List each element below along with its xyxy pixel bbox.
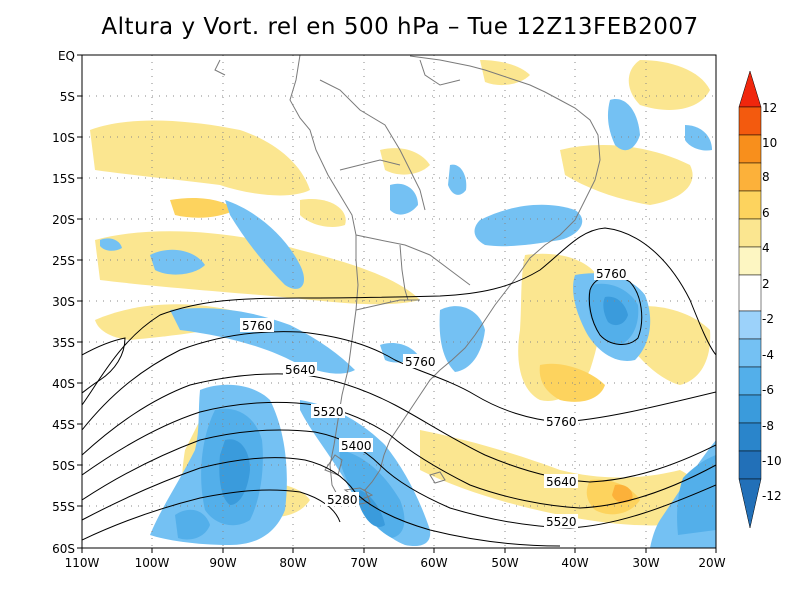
lon-label: 90W xyxy=(209,556,236,570)
colorbar-label: -2 xyxy=(762,312,774,326)
contour-label: 5520 xyxy=(546,515,577,529)
colorbar-swatch xyxy=(738,338,762,368)
lon-label: 70W xyxy=(350,556,377,570)
lon-label: 50W xyxy=(491,556,518,570)
lat-label: 35S xyxy=(52,336,75,350)
colorbar-swatch xyxy=(738,450,762,480)
colorbar-label: 10 xyxy=(762,136,777,150)
lat-label: 60S xyxy=(52,542,75,556)
lat-label: 30S xyxy=(52,295,75,309)
lat-label: EQ xyxy=(58,49,75,63)
contour-label-group: 5760 5760 5640 5760 5520 5400 5760 5280 … xyxy=(240,266,628,529)
lat-label: 5S xyxy=(60,90,75,104)
lon-label: 100W xyxy=(135,556,170,570)
lat-ticks xyxy=(77,54,82,549)
colorbar: 12 10 8 6 4 2 -2 -4 -6 -8 -10 -12 xyxy=(738,70,782,529)
colorbar-bottom-arrow xyxy=(738,478,762,529)
colorbar-swatch xyxy=(738,274,762,312)
colorbar-swatch xyxy=(738,246,762,276)
colorbar-swatch xyxy=(738,394,762,424)
colorbar-top-arrow xyxy=(738,70,762,108)
grid-lines xyxy=(82,55,716,548)
lat-label: 50S xyxy=(52,459,75,473)
contour-label: 5760 xyxy=(405,355,436,369)
colorbar-swatch xyxy=(738,366,762,396)
colorbar-swatch xyxy=(738,310,762,340)
lon-label: 110W xyxy=(65,556,100,570)
contour-label: 5520 xyxy=(313,405,344,419)
lon-ticks xyxy=(81,548,717,553)
lat-labels: EQ 5S 10S 15S 20S 25S 30S 35S 40S 45S 50… xyxy=(52,49,75,556)
map-title: Altura y Vort. rel en 500 hPa – Tue 12Z1… xyxy=(101,14,699,40)
contour-label: 5760 xyxy=(242,319,273,333)
colorbar-label: -8 xyxy=(762,419,774,433)
colorbar-swatch xyxy=(738,422,762,452)
colorbar-label: 8 xyxy=(762,170,770,184)
colorbar-swatch xyxy=(738,190,762,220)
positive-vorticity-shading-peak xyxy=(612,484,633,503)
colorbar-label: 2 xyxy=(762,277,770,291)
lon-label: 20W xyxy=(698,556,725,570)
lat-label: 55S xyxy=(52,500,75,514)
colorbar-label: -12 xyxy=(762,489,782,503)
contour-label: 5640 xyxy=(285,363,316,377)
lat-label: 20S xyxy=(52,213,75,227)
contour-label: 5400 xyxy=(341,439,372,453)
lat-label: 25S xyxy=(52,254,75,268)
lon-label: 30W xyxy=(632,556,659,570)
colorbar-label: 4 xyxy=(762,241,770,255)
contour-label: 5280 xyxy=(327,493,358,507)
lat-label: 40S xyxy=(52,377,75,391)
colorbar-label: -6 xyxy=(762,383,774,397)
lon-labels: 110W 100W 90W 80W 70W 60W 50W 40W 30W 20… xyxy=(65,556,726,570)
colorbar-swatch xyxy=(738,134,762,164)
colorbar-label: -10 xyxy=(762,454,782,468)
contour-label: 5760 xyxy=(546,415,577,429)
contour-label: 5760 xyxy=(596,267,627,281)
lat-label: 45S xyxy=(52,418,75,432)
colorbar-swatch xyxy=(738,218,762,248)
lat-label: 15S xyxy=(52,172,75,186)
negative-vorticity-shading-peak xyxy=(219,296,628,527)
lon-label: 80W xyxy=(279,556,306,570)
colorbar-label: 12 xyxy=(762,101,777,115)
lon-label: 60W xyxy=(420,556,447,570)
colorbar-label: -4 xyxy=(762,348,774,362)
colorbar-swatch xyxy=(738,162,762,192)
colorbar-label: 6 xyxy=(762,206,770,220)
contour-label: 5640 xyxy=(546,475,577,489)
lat-label: 10S xyxy=(52,131,75,145)
colorbar-swatch xyxy=(738,106,762,136)
lon-label: 40W xyxy=(561,556,588,570)
